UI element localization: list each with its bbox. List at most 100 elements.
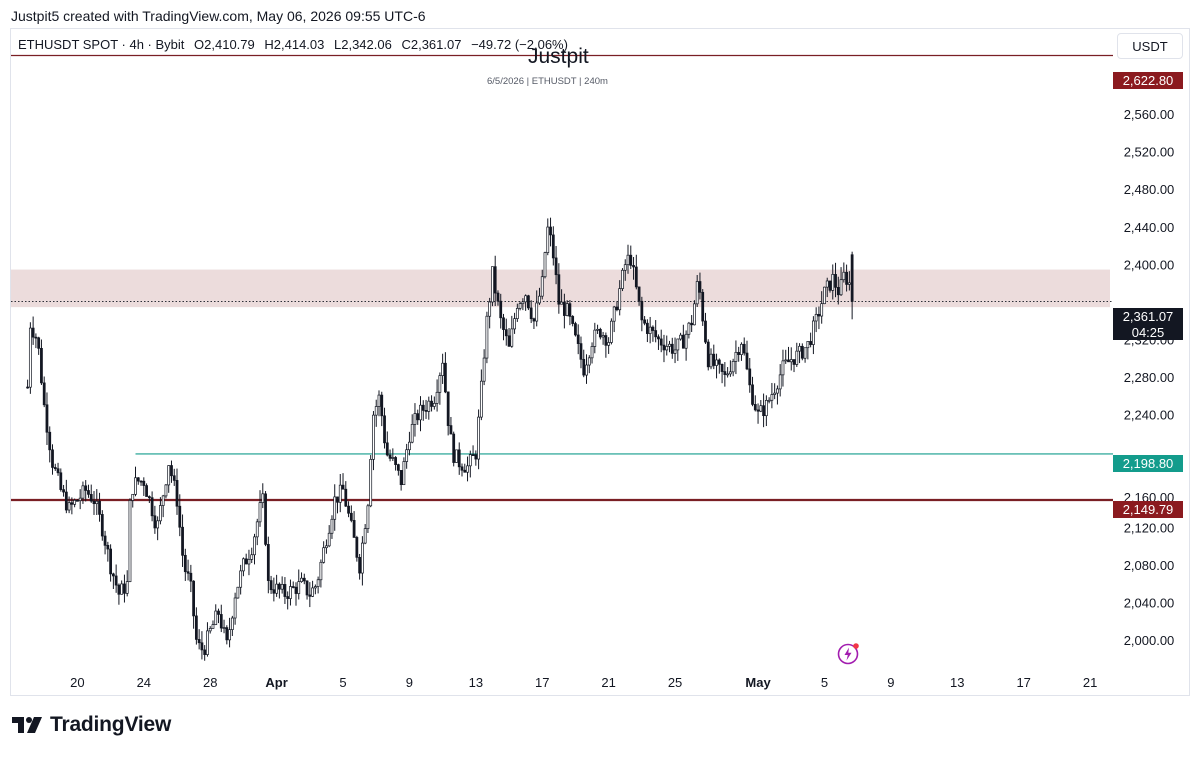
candle-body — [817, 313, 821, 317]
candle — [305, 580, 309, 600]
candle-body — [427, 400, 431, 412]
candle — [444, 352, 447, 394]
candle — [92, 491, 96, 515]
lightning-bolt-icon[interactable] — [836, 642, 860, 666]
candle-body — [435, 391, 439, 404]
candle — [792, 359, 796, 373]
candle-body — [67, 502, 71, 511]
candle-body — [474, 454, 478, 460]
candle-body — [690, 322, 694, 326]
candle — [662, 334, 666, 363]
candle — [76, 499, 79, 502]
candle — [524, 294, 528, 311]
candle-body — [698, 281, 702, 293]
candle-body — [441, 362, 445, 376]
candle-body — [70, 502, 74, 505]
chart-caption: Justpit5 created with TradingView.com, M… — [11, 8, 426, 24]
candle — [610, 318, 613, 345]
candle-body — [734, 351, 738, 362]
candle-body — [161, 495, 165, 506]
candle — [778, 364, 782, 397]
candle — [687, 321, 691, 339]
candle-body — [225, 627, 229, 641]
candle-body — [626, 254, 630, 266]
candle — [789, 347, 793, 371]
candle-body — [814, 313, 818, 322]
candle — [485, 311, 489, 364]
candle-body — [820, 303, 824, 317]
candle-body — [48, 431, 52, 451]
candle — [70, 497, 74, 515]
candle — [269, 575, 273, 594]
candle-body — [42, 382, 46, 406]
candle — [557, 263, 561, 314]
candle-body — [643, 319, 647, 324]
candle-body — [432, 403, 436, 407]
candle — [468, 450, 472, 478]
tradingview-logo[interactable]: TradingView — [12, 713, 171, 737]
candle — [206, 622, 209, 657]
candle — [598, 327, 602, 340]
candle-body — [53, 467, 57, 470]
candle — [728, 360, 732, 377]
candle-body — [56, 468, 60, 474]
candle-body — [560, 301, 563, 305]
candle-body — [695, 281, 699, 305]
candle-body — [477, 416, 480, 460]
candle-body — [709, 353, 713, 368]
candle — [244, 553, 248, 565]
candle-body — [247, 558, 251, 565]
candle-body — [394, 457, 397, 465]
candle-body — [485, 315, 489, 359]
candle-body — [529, 307, 533, 320]
candle — [460, 463, 464, 477]
candle — [479, 369, 483, 421]
candle-body — [836, 287, 840, 296]
candle — [156, 516, 160, 541]
candle-body — [95, 500, 99, 505]
candle-body — [524, 295, 528, 303]
candle — [405, 443, 409, 469]
y-tick-label: 2,000.00 — [1124, 633, 1175, 648]
x-tick-label: 17 — [1016, 675, 1030, 690]
candle — [587, 355, 591, 374]
candle-body — [565, 303, 569, 316]
candle — [759, 400, 763, 413]
legend-change: −49.72 (−2.06%) — [471, 37, 568, 52]
candle-body — [706, 341, 710, 368]
candle — [161, 494, 165, 518]
candle — [463, 463, 467, 473]
candle — [358, 553, 362, 580]
candle-body — [297, 581, 301, 594]
candle — [64, 479, 68, 514]
candle — [717, 358, 721, 374]
candle — [347, 501, 350, 518]
candle — [809, 332, 813, 348]
candle — [651, 325, 655, 342]
candle — [579, 336, 583, 369]
price-tag-last-price: 2,361.07 — [1113, 308, 1183, 325]
candle — [499, 293, 503, 329]
candle — [391, 448, 395, 461]
candle — [95, 489, 99, 515]
candle-body — [532, 318, 536, 322]
candle — [820, 291, 824, 324]
candle-body — [518, 303, 522, 309]
candle — [250, 547, 254, 564]
candle-body — [211, 624, 215, 629]
candle — [515, 303, 519, 322]
candle — [847, 271, 851, 291]
chart-frame — [10, 28, 1190, 696]
candle — [40, 339, 43, 385]
x-tick-label: 21 — [1083, 675, 1097, 690]
x-tick-label: 21 — [601, 675, 615, 690]
candle-body — [300, 577, 303, 582]
currency-button[interactable]: USDT — [1117, 33, 1183, 59]
candle — [291, 581, 295, 589]
candle-body — [283, 584, 287, 597]
candle-body — [302, 577, 306, 582]
candle-body — [150, 497, 154, 517]
candle — [31, 316, 35, 345]
candle-body — [421, 404, 425, 411]
